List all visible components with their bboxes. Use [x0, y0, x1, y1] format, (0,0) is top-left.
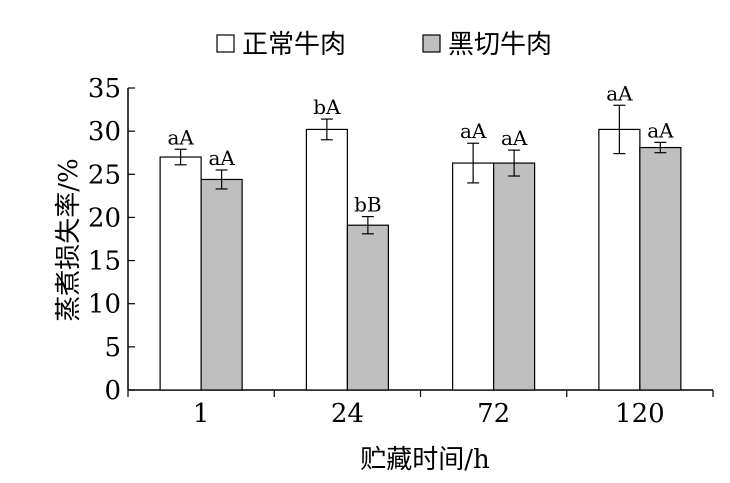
y-tick-label-5: 25 [88, 160, 121, 190]
legend-swatch-dark-cutting-beef [422, 34, 441, 53]
y-tick-label-0: 0 [104, 376, 121, 406]
x-tick-label-3: 120 [615, 399, 665, 429]
data-label-s1-c1: bB [354, 193, 382, 217]
y-tick-label-1: 5 [104, 333, 121, 363]
x-tick-label-2: 72 [477, 399, 510, 429]
bar-s1-c3 [639, 146, 682, 391]
x-axis-title: 贮藏时间/h [360, 445, 490, 475]
y-tick-label-7: 35 [88, 74, 121, 104]
y-tick-label-3: 15 [88, 247, 121, 277]
legend: 正常牛肉 黑切牛肉 [216, 30, 552, 60]
plot-area: 0 5 10 15 20 25 30 35 1 24 72 120 aA bA aA aA aA bB aA aA [88, 74, 714, 429]
bar-s1-c1 [346, 224, 389, 391]
y-tick-label-4: 20 [88, 203, 121, 233]
bar-s0-c1 [305, 128, 348, 391]
y-tick-label-2: 10 [88, 290, 121, 320]
data-label-s1-c3: aA [647, 118, 674, 142]
x-tick-label-1: 24 [331, 399, 364, 429]
data-label-s0-c2: aA [460, 119, 487, 143]
data-label-s0-c3: aA [606, 81, 633, 105]
y-tick-label-6: 30 [88, 117, 121, 147]
x-tick-label-0: 1 [193, 399, 210, 429]
bar-s0-c0 [159, 156, 202, 391]
legend-label-normal-beef: 正常牛肉 [242, 30, 346, 60]
legend-swatch-normal-beef [216, 34, 235, 53]
bar-s1-c0 [200, 178, 243, 391]
legend-label-dark-cutting-beef: 黑切牛肉 [448, 30, 552, 60]
data-label-s1-c2: aA [501, 126, 528, 150]
bar-s0-c3 [598, 128, 641, 391]
bar-s0-c2 [452, 162, 495, 391]
data-label-s0-c0: aA [167, 125, 194, 149]
y-axis-title: 蒸煮损失率/% [54, 158, 84, 321]
data-label-s1-c0: aA [208, 146, 235, 170]
data-label-s0-c1: bA [313, 95, 341, 119]
bar-s1-c2 [493, 162, 536, 391]
